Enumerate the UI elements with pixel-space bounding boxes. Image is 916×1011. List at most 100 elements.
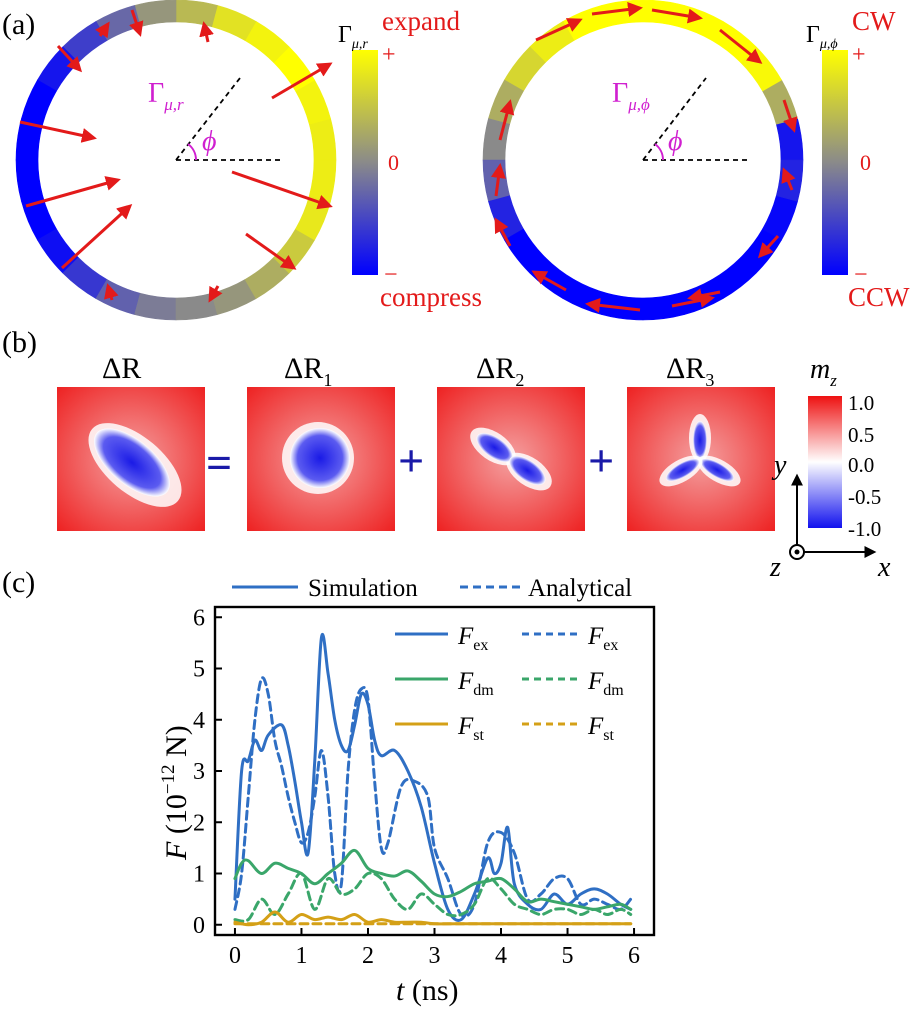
colorbar-gamma-phi-title: Γμ,ϕ [806, 22, 838, 52]
gamma-phi-arrow [719, 28, 763, 64]
map-title-dR3: ΔR3 [666, 352, 714, 390]
equals-sign: = [206, 437, 232, 488]
ring-segment [175, 0, 218, 28]
angle-arc [187, 143, 197, 161]
gamma-phi-arrow [671, 292, 715, 308]
mz-tick: 1.0 [848, 391, 874, 415]
gamma-phi-arrow [490, 163, 506, 197]
gamma-r-arrow [60, 203, 133, 270]
plot-frame [213, 605, 656, 937]
gamma-r-arrow [199, 21, 214, 43]
gamma-r-arrow [231, 170, 333, 210]
y-tick-label: 2 [193, 810, 205, 836]
ring-segment [134, 0, 177, 28]
legend-analytical-label: Analytical [528, 575, 632, 602]
legend-dm-ana: Fdm [587, 668, 624, 699]
map-dR [57, 387, 205, 531]
gamma-phi-arrow [781, 167, 796, 191]
map-dR1 [247, 387, 395, 531]
inner-legend: Fex Fex Fdm Fdm Fst Fst [395, 623, 624, 744]
mz-tick: -0.5 [848, 485, 881, 509]
legend-dm-sim: Fdm [457, 668, 494, 699]
legend-simulation-label: Simulation [308, 575, 418, 602]
x-axis-label: x [877, 552, 891, 583]
angle-arc [654, 143, 664, 161]
y-axis-title: F (10−12 N) [158, 725, 193, 861]
x-tick-label: 2 [362, 943, 374, 969]
gamma-phi-arrow [535, 18, 583, 42]
gamma-phi-arrow [651, 8, 703, 24]
gamma-r-label: Γμ,r [148, 78, 184, 114]
ring-segment [308, 118, 337, 161]
plus-sign: + [382, 42, 396, 68]
x-tick-label: 4 [495, 943, 507, 969]
gamma-phi-arrow [494, 217, 512, 247]
gamma-phi-arrow [498, 99, 515, 141]
ring-segment [775, 118, 804, 161]
legend-st-sim: Fst [457, 713, 485, 744]
y-tick-label: 3 [193, 759, 205, 785]
series-line-1 [233, 676, 633, 918]
gamma-r-arrow [245, 232, 297, 270]
gamma-r-arrow [271, 62, 333, 100]
z-axis-label: z [769, 552, 781, 583]
minus-sign: − [854, 262, 868, 288]
gamma-phi-arrow [585, 297, 641, 313]
ring-gamma-r [15, 0, 337, 321]
mz-tick: -1.0 [848, 517, 881, 541]
y-tick-label: 6 [193, 605, 205, 631]
legend-ex-ana: Fex [587, 623, 618, 654]
plot-series [233, 633, 633, 927]
y-tick-label: 4 [193, 708, 205, 734]
colorbar-gamma-r-title: Γμ,r [338, 22, 368, 52]
panel-a-label: (a) [2, 8, 35, 41]
gamma-phi-arrow [531, 270, 567, 292]
series-line-4 [233, 910, 633, 927]
gamma-r-arrow [56, 44, 83, 73]
gamma-phi-arrow [591, 2, 643, 17]
x-tick-label: 3 [429, 943, 441, 969]
map-titles: ΔR ΔR1 ΔR2 ΔR3 [102, 352, 714, 390]
y-tick-label: 1 [193, 862, 205, 888]
gamma-phi-arrow [757, 234, 780, 259]
gamma-phi-label: Γμ,ϕ [612, 78, 650, 114]
gamma-r-arrow [129, 9, 144, 37]
gamma-r-arrow [95, 21, 110, 39]
zero-label: 0 [860, 150, 871, 175]
map-title-dR: ΔR [102, 352, 141, 385]
plus-sign: + [588, 435, 614, 486]
ccw-label: CCW [848, 282, 910, 312]
x-tick-label: 6 [628, 943, 640, 969]
plus-sign: + [398, 435, 424, 486]
x-axis-title: t (ns) [396, 974, 459, 1007]
map-title-dR1: ΔR1 [284, 352, 332, 390]
phi-label: ϕ [668, 126, 683, 157]
gamma-r-arrow [19, 120, 97, 143]
cw-label: CW [852, 6, 896, 36]
mz-tick: 0.0 [848, 453, 874, 477]
y-axis-label: y [771, 450, 787, 481]
panel-b-label: (b) [2, 326, 37, 359]
ring-segment [642, 292, 685, 321]
x-tick-label: 1 [295, 943, 307, 969]
colorbar-gamma-r [352, 50, 378, 275]
mz-colorbar [808, 396, 842, 528]
colorbar-gamma-phi [822, 50, 848, 275]
legend-st-ana: Fst [587, 713, 615, 744]
series-line-3 [233, 871, 633, 923]
x-tick-label: 0 [229, 943, 241, 969]
gamma-r-arrow [104, 283, 119, 301]
gamma-r-arrow [208, 285, 223, 303]
map-dR3 [627, 387, 775, 531]
expand-label: expand [382, 6, 460, 36]
ring-segment [482, 118, 511, 161]
minus-sign: − [384, 262, 398, 288]
compress-label: compress [380, 282, 482, 312]
series-line-2 [233, 848, 633, 911]
ring-segment [308, 159, 337, 202]
zero-label: 0 [388, 150, 399, 175]
plus-sign: + [852, 42, 866, 68]
axis-ticks: 0 1 2 3 4 5 6 0 1 2 3 4 5 6 [193, 605, 640, 969]
legend-ex-sim: Fex [457, 623, 488, 654]
mz-tick: 0.5 [848, 423, 874, 447]
